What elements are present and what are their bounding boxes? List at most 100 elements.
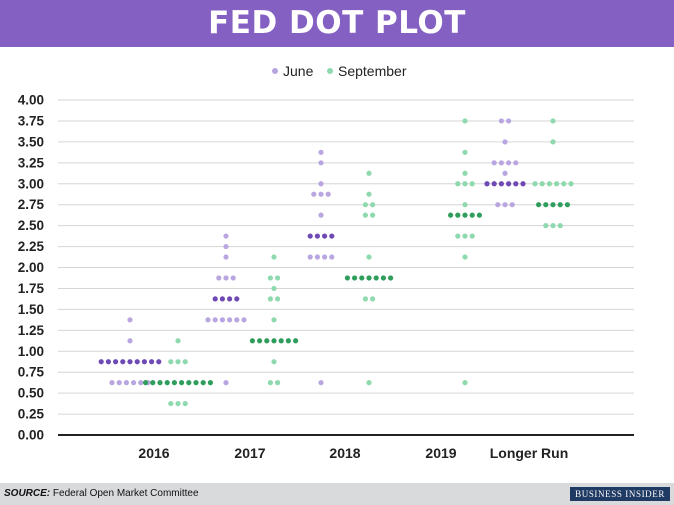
y-tick-label: 0.00 (18, 428, 44, 443)
dot (329, 254, 335, 260)
median-dot (469, 212, 475, 218)
dot (205, 317, 211, 323)
dot (271, 359, 277, 365)
dot (318, 212, 324, 218)
dot (370, 296, 376, 302)
dot (168, 359, 174, 365)
dot (223, 233, 229, 239)
median-dot (520, 181, 526, 187)
dot (491, 160, 497, 166)
dot (498, 118, 504, 124)
dot (267, 380, 273, 386)
dot (550, 223, 556, 229)
median-dot (134, 359, 140, 365)
brand-logo: BUSINESS INSIDER (570, 487, 670, 501)
dot (462, 380, 468, 386)
dot (509, 202, 515, 208)
dot (543, 223, 549, 229)
dot (498, 160, 504, 166)
median-dot (149, 359, 155, 365)
x-tick-label: 2017 (234, 445, 265, 461)
dot (223, 254, 229, 260)
median-dot (171, 380, 177, 386)
median-dot (200, 380, 206, 386)
median-dot (536, 202, 542, 208)
median-dot (264, 338, 270, 344)
source-text: Federal Open Market Committee (52, 488, 199, 499)
dot (462, 202, 468, 208)
dot (539, 181, 545, 187)
median-dot (293, 338, 299, 344)
median-dot (455, 212, 461, 218)
dot (127, 338, 133, 344)
dot (366, 170, 372, 176)
median-dot (227, 296, 233, 302)
dot (123, 380, 129, 386)
dot (318, 160, 324, 166)
y-tick-label: 2.00 (18, 260, 44, 275)
median-dot (113, 359, 119, 365)
dot (561, 181, 567, 187)
dot (506, 160, 512, 166)
dot (230, 275, 236, 281)
median-dot (212, 296, 218, 302)
median-dot (143, 380, 149, 386)
y-tick-label: 0.25 (18, 407, 45, 422)
y-tick-label: 2.75 (18, 197, 45, 212)
dot (366, 254, 372, 260)
dot (554, 181, 560, 187)
dot (462, 118, 468, 124)
dot (275, 380, 281, 386)
y-tick-label: 1.25 (18, 323, 45, 338)
median-dot (164, 380, 170, 386)
median-dot (285, 338, 291, 344)
dot (307, 254, 313, 260)
dot (223, 275, 229, 281)
median-dot (380, 275, 386, 281)
dot (311, 191, 317, 197)
x-tick-label: 2019 (425, 445, 456, 461)
chart-title: FED DOT PLOT (208, 5, 466, 41)
median-dot (219, 296, 225, 302)
median-dot (448, 212, 454, 218)
y-tick-label: 2.50 (18, 218, 44, 233)
dot (550, 118, 556, 124)
dot (219, 317, 225, 323)
dot (462, 181, 468, 187)
dot (462, 149, 468, 155)
dot (362, 202, 368, 208)
median-dot (476, 212, 482, 218)
median-dot (344, 275, 350, 281)
median-dot (329, 233, 335, 239)
dot (532, 181, 538, 187)
legend-label: September (338, 63, 407, 79)
dot (212, 317, 218, 323)
dot (322, 254, 328, 260)
dot (127, 317, 133, 323)
dot (175, 338, 181, 344)
y-tick-label: 3.50 (18, 134, 44, 149)
median-dot (157, 380, 163, 386)
dot (223, 380, 229, 386)
dot (234, 317, 240, 323)
median-dot (193, 380, 199, 386)
median-dot (550, 202, 556, 208)
title-banner: FED DOT PLOT (0, 0, 674, 47)
median-dot (543, 202, 549, 208)
dot (109, 380, 115, 386)
median-dot (105, 359, 111, 365)
dot (325, 191, 331, 197)
median-dot (150, 380, 156, 386)
y-tick-label: 1.50 (18, 302, 44, 317)
dot (271, 254, 277, 260)
dot (550, 139, 556, 145)
median-dot (352, 275, 358, 281)
y-tick-label: 4.00 (18, 93, 44, 108)
dot (241, 317, 247, 323)
y-tick-label: 3.25 (18, 155, 45, 170)
dot (455, 181, 461, 187)
dot (175, 359, 181, 365)
median-dot (484, 181, 490, 187)
dot (227, 317, 233, 323)
dot (138, 380, 144, 386)
